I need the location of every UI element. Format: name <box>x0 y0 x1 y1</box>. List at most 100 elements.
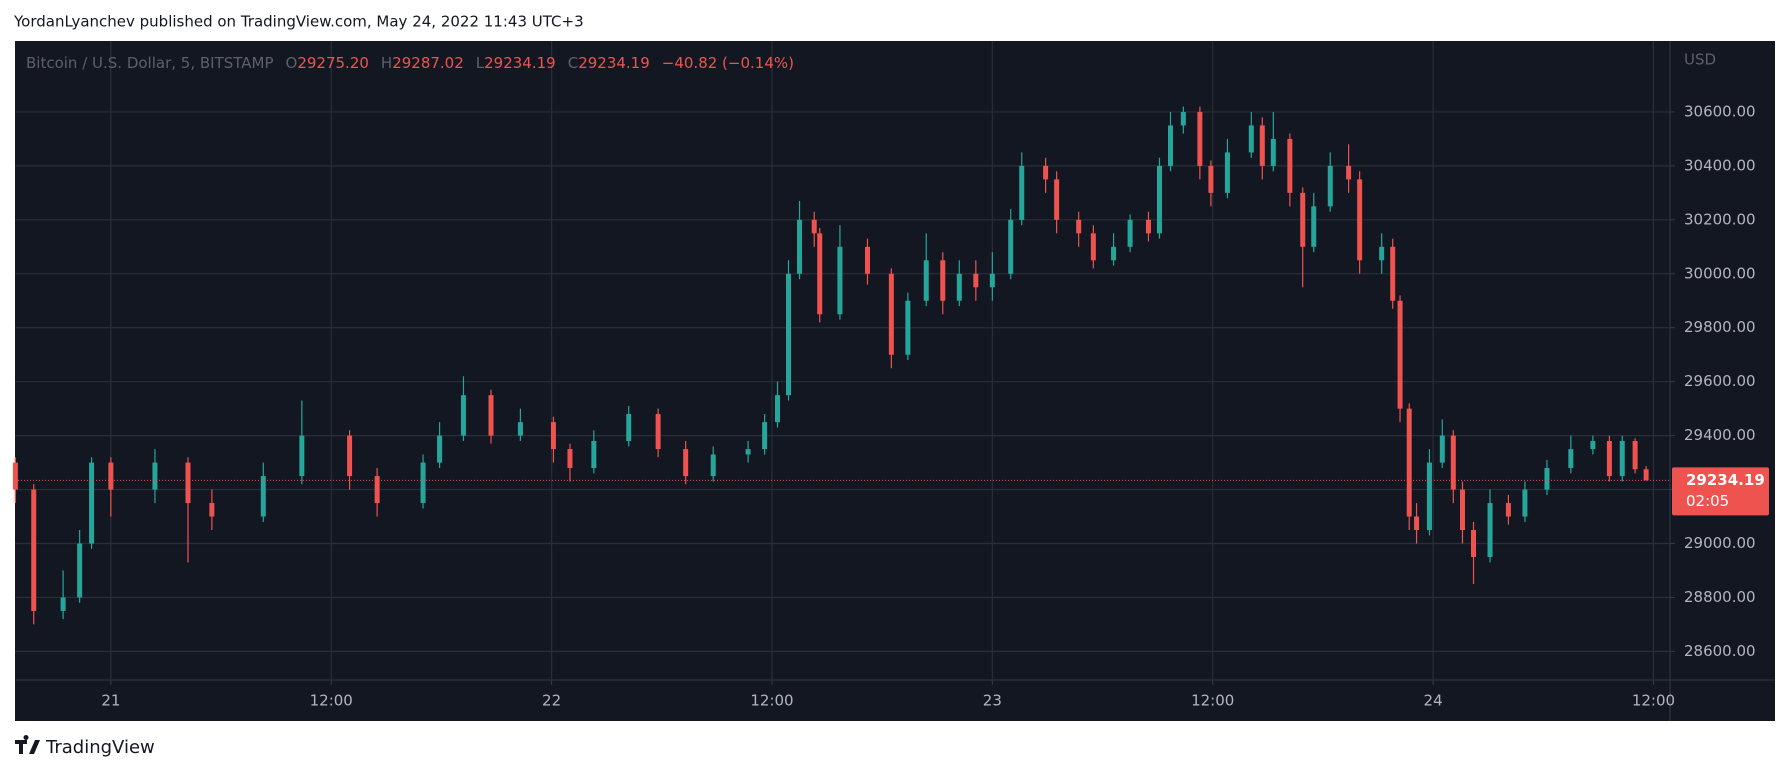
candle-body <box>1224 152 1230 193</box>
candle-body <box>209 503 215 517</box>
candle-body <box>12 462 18 490</box>
candle-body <box>1090 233 1096 261</box>
candle-body <box>655 414 661 450</box>
candle-body <box>1357 179 1363 261</box>
candle-body <box>989 273 995 288</box>
candle-body <box>1439 435 1445 463</box>
candle-body <box>1311 206 1317 247</box>
candle-body <box>1043 165 1049 180</box>
candle-body <box>299 435 305 477</box>
x-tick-label: 23 <box>983 692 1002 710</box>
ohlc-name: L <box>475 54 485 72</box>
candle-body <box>1197 111 1203 166</box>
candle-body <box>1346 165 1352 180</box>
candle-body <box>1487 503 1493 558</box>
candle-body <box>260 476 266 517</box>
last-price-label: 29234.19 <box>1686 471 1765 489</box>
last-price-tag: 29234.19 02:05 <box>1672 467 1769 516</box>
candle-body <box>550 422 556 450</box>
logo-icon <box>15 734 40 754</box>
candle-body <box>1450 435 1456 490</box>
candle-body <box>1406 408 1412 517</box>
candle-body <box>774 395 780 423</box>
candle-body <box>1127 219 1133 247</box>
candle-body <box>797 219 803 274</box>
y-tick-label: 29400.00 <box>1684 426 1756 444</box>
candle-body <box>1606 441 1612 477</box>
candle-body <box>1459 489 1465 531</box>
candle-body <box>1327 165 1333 207</box>
chart-pane <box>15 41 1775 721</box>
candle-body <box>837 246 843 315</box>
y-tick-label: 29800.00 <box>1684 318 1756 336</box>
footer-brand: TradingView <box>45 737 155 758</box>
candle-body <box>1145 219 1151 234</box>
x-tick-label: 24 <box>1424 692 1443 710</box>
y-tick-label: 30200.00 <box>1684 210 1756 228</box>
candle-body <box>1426 462 1432 531</box>
candle-body <box>923 260 929 301</box>
candle-body <box>1379 246 1385 261</box>
candle-body <box>1076 219 1082 234</box>
y-tick-label: 30400.00 <box>1684 156 1756 174</box>
x-tick-label: 21 <box>101 692 120 710</box>
candle-body <box>1471 530 1477 558</box>
x-tick-label: 12:00 <box>310 692 353 710</box>
candle-body <box>956 273 962 301</box>
currency-label: USD <box>1684 51 1716 69</box>
symbol-name: Bitcoin / U.S. Dollar, 5, BITSTAMP <box>26 54 274 72</box>
y-tick-label: 30000.00 <box>1684 264 1756 282</box>
candle-body <box>1522 489 1528 517</box>
candle-body <box>1111 246 1117 261</box>
candle-body <box>1167 125 1173 166</box>
candle-body <box>374 476 380 504</box>
ohlc-name: C <box>567 54 579 72</box>
candle-body <box>1505 503 1511 517</box>
candle-body <box>152 462 158 490</box>
change-label: −40.82 (−0.14%) <box>661 54 794 72</box>
candle-body <box>905 300 911 355</box>
ohlc-value: 29287.02 <box>392 54 464 72</box>
candle-body <box>488 395 494 436</box>
candle-body <box>1019 165 1025 220</box>
candle-body <box>786 273 792 396</box>
candle-body <box>1390 246 1396 301</box>
symbol-legend: Bitcoin / U.S. Dollar, 5, BITSTAMP O 2927… <box>26 54 794 72</box>
candle-body <box>817 233 823 315</box>
candle-body <box>1568 449 1574 468</box>
y-tick-label: 29600.00 <box>1684 372 1756 390</box>
candle-body <box>888 273 894 355</box>
ohlc-name: O <box>285 54 298 72</box>
candle-body <box>1590 441 1596 450</box>
candle-body <box>60 597 66 611</box>
candle-body <box>420 462 426 504</box>
candle-body <box>762 422 768 450</box>
candle-body <box>77 543 83 598</box>
candle-body <box>517 422 523 436</box>
candles <box>12 106 1649 625</box>
candle-body <box>1619 441 1625 477</box>
candle-body <box>864 246 870 274</box>
candle-body <box>626 414 632 442</box>
y-tick-label: 28600.00 <box>1684 642 1756 660</box>
tradingview-logo: TradingView <box>15 734 155 758</box>
candle-body <box>567 449 573 468</box>
candle-body <box>1300 192 1306 247</box>
candle-body <box>437 435 443 463</box>
candle-body <box>710 454 716 477</box>
candle-body <box>1180 111 1186 126</box>
y-tick-label: 29000.00 <box>1684 534 1756 552</box>
countdown-label: 02:05 <box>1686 492 1729 510</box>
ohlc-name: H <box>380 54 393 72</box>
candle-body <box>745 449 751 455</box>
ohlc-value: 29234.19 <box>578 54 650 72</box>
candle-body <box>1259 125 1265 166</box>
grid <box>15 41 1670 680</box>
candle-body <box>1643 469 1649 481</box>
candle-body <box>811 219 817 234</box>
candle-body <box>185 462 191 504</box>
candle-body <box>1208 165 1214 193</box>
candle-body <box>1397 300 1403 409</box>
candle-body <box>940 260 946 301</box>
